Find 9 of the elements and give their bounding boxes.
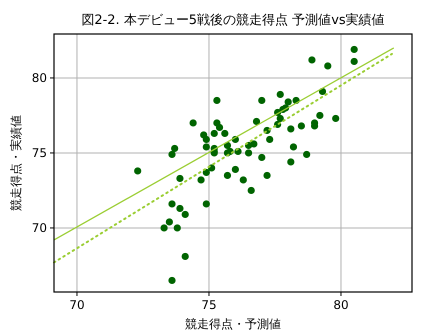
- y-tick-label: 75: [32, 146, 47, 160]
- x-tick-label: 70: [69, 298, 85, 312]
- y-axis-title: 競走得点・実績値: [9, 115, 23, 211]
- chart-title: 図2-2. 本デビュー5戦後の競走得点 予測値vs実績値: [81, 12, 385, 28]
- x-axis-title: 競走得点・予測値: [185, 317, 281, 331]
- x-tick-label: 75: [201, 298, 217, 312]
- y-tick-label: 70: [32, 220, 47, 235]
- x-tick-label: 80: [333, 298, 349, 312]
- y-tick-label: 80: [32, 70, 47, 85]
